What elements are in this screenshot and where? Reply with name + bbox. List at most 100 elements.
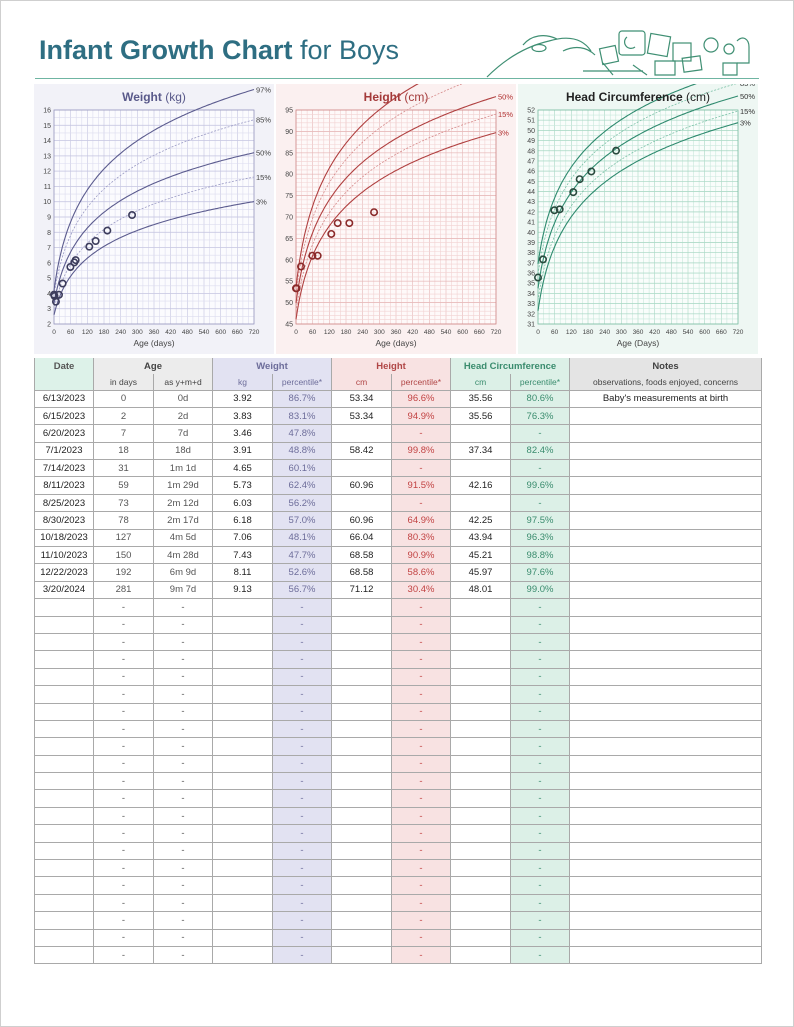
age-ymd-cell[interactable]: - <box>152 737 214 756</box>
notes-cell[interactable] <box>569 737 763 756</box>
date-cell[interactable]: 3/20/2024 <box>34 580 94 600</box>
weight-kg-cell[interactable]: 3.46 <box>212 424 274 443</box>
notes-cell[interactable] <box>569 754 763 774</box>
head-percentile-cell[interactable]: 97.5% <box>510 511 571 530</box>
head-cm-cell[interactable] <box>450 615 512 634</box>
notes-cell[interactable] <box>569 945 763 965</box>
head-cm-cell[interactable]: 43.94 <box>450 528 512 548</box>
weight-kg-cell[interactable] <box>212 667 274 687</box>
date-cell[interactable] <box>34 806 94 826</box>
head-cm-cell[interactable] <box>450 876 512 895</box>
head-percentile-cell[interactable]: - <box>510 737 571 756</box>
head-percentile-cell[interactable]: 80.6% <box>510 389 571 408</box>
measurement-point[interactable] <box>66 262 75 271</box>
date-cell[interactable]: 12/22/2023 <box>34 563 94 582</box>
weight-percentile-cell[interactable]: - <box>272 615 333 634</box>
measurement-point[interactable] <box>71 256 80 265</box>
notes-cell[interactable] <box>569 702 763 721</box>
weight-percentile-cell[interactable]: 48.8% <box>272 441 333 461</box>
weight-percentile-cell[interactable]: - <box>272 772 333 791</box>
height-percentile-cell[interactable]: - <box>391 928 452 948</box>
height-percentile-cell[interactable]: - <box>391 424 452 443</box>
height-cm-cell[interactable] <box>331 615 393 634</box>
notes-cell[interactable] <box>569 528 763 548</box>
head-percentile-cell[interactable]: - <box>510 841 571 861</box>
head-percentile-cell[interactable]: 99.6% <box>510 476 571 495</box>
measurement-point[interactable] <box>58 279 67 288</box>
measurement-point[interactable] <box>91 236 100 245</box>
head-cm-cell[interactable] <box>450 806 512 826</box>
weight-percentile-cell[interactable]: 60.1% <box>272 459 333 478</box>
notes-cell[interactable] <box>569 546 763 565</box>
date-cell[interactable] <box>34 945 94 965</box>
height-percentile-cell[interactable]: - <box>391 598 452 617</box>
age-days-cell[interactable]: 192 <box>93 563 154 582</box>
date-cell[interactable]: 6/15/2023 <box>34 406 94 426</box>
age-days-cell[interactable]: 59 <box>93 476 154 495</box>
date-cell[interactable] <box>34 598 94 617</box>
height-cm-cell[interactable]: 66.04 <box>331 528 393 548</box>
head-cm-cell[interactable]: 42.16 <box>450 476 512 495</box>
height-cm-cell[interactable] <box>331 719 393 739</box>
height-cm-cell[interactable] <box>331 824 393 843</box>
head-percentile-cell[interactable]: - <box>510 859 571 878</box>
date-cell[interactable] <box>34 702 94 721</box>
head-percentile-cell[interactable]: - <box>510 598 571 617</box>
age-ymd-cell[interactable]: 2d <box>152 406 214 426</box>
age-days-cell[interactable]: - <box>93 667 154 687</box>
measurement-point[interactable] <box>51 297 60 306</box>
date-cell[interactable] <box>34 824 94 843</box>
weight-percentile-cell[interactable]: - <box>272 911 333 930</box>
weight-percentile-cell[interactable]: 56.2% <box>272 493 333 513</box>
weight-kg-cell[interactable] <box>212 650 274 669</box>
notes-cell[interactable] <box>569 493 763 513</box>
age-days-cell[interactable]: 78 <box>93 511 154 530</box>
height-percentile-cell[interactable]: - <box>391 493 452 513</box>
height-cm-cell[interactable] <box>331 754 393 774</box>
weight-kg-cell[interactable]: 3.91 <box>212 441 274 461</box>
height-percentile-cell[interactable]: - <box>391 876 452 895</box>
weight-percentile-cell[interactable]: 83.1% <box>272 406 333 426</box>
head-cm-cell[interactable] <box>450 685 512 704</box>
weight-kg-cell[interactable] <box>212 737 274 756</box>
age-ymd-cell[interactable]: - <box>152 719 214 739</box>
head-percentile-cell[interactable]: - <box>510 928 571 948</box>
height-cm-cell[interactable] <box>331 893 393 913</box>
age-ymd-cell[interactable]: - <box>152 911 214 930</box>
height-cm-cell[interactable]: 60.96 <box>331 476 393 495</box>
head-cm-cell[interactable] <box>450 911 512 930</box>
date-cell[interactable]: 6/13/2023 <box>34 389 94 408</box>
head-percentile-cell[interactable]: - <box>510 876 571 895</box>
head-cm-cell[interactable]: 37.34 <box>450 441 512 461</box>
measurement-point[interactable] <box>612 146 621 155</box>
age-ymd-cell[interactable]: - <box>152 632 214 652</box>
age-ymd-cell[interactable]: - <box>152 650 214 669</box>
age-days-cell[interactable]: - <box>93 615 154 634</box>
weight-kg-cell[interactable]: 4.65 <box>212 459 274 478</box>
height-percentile-cell[interactable]: 94.9% <box>391 406 452 426</box>
weight-percentile-cell[interactable]: - <box>272 806 333 826</box>
notes-cell[interactable] <box>569 841 763 861</box>
weight-kg-cell[interactable] <box>212 893 274 913</box>
measurement-point[interactable] <box>587 167 596 176</box>
head-percentile-cell[interactable]: - <box>510 650 571 669</box>
date-cell[interactable]: 8/25/2023 <box>34 493 94 513</box>
age-days-cell[interactable]: - <box>93 702 154 721</box>
notes-cell[interactable] <box>569 632 763 652</box>
weight-percentile-cell[interactable]: 47.7% <box>272 546 333 565</box>
weight-kg-cell[interactable] <box>212 702 274 721</box>
head-cm-cell[interactable] <box>450 598 512 617</box>
measurement-point[interactable] <box>345 219 354 228</box>
head-cm-cell[interactable] <box>450 667 512 687</box>
weight-percentile-cell[interactable]: - <box>272 685 333 704</box>
weight-kg-cell[interactable] <box>212 632 274 652</box>
weight-percentile-cell[interactable]: - <box>272 841 333 861</box>
height-cm-cell[interactable] <box>331 911 393 930</box>
head-cm-cell[interactable] <box>450 737 512 756</box>
head-percentile-cell[interactable]: - <box>510 719 571 739</box>
head-cm-cell[interactable]: 48.01 <box>450 580 512 600</box>
weight-kg-cell[interactable]: 6.03 <box>212 493 274 513</box>
weight-kg-cell[interactable] <box>212 876 274 895</box>
measurement-point[interactable] <box>103 226 112 235</box>
date-cell[interactable] <box>34 650 94 669</box>
